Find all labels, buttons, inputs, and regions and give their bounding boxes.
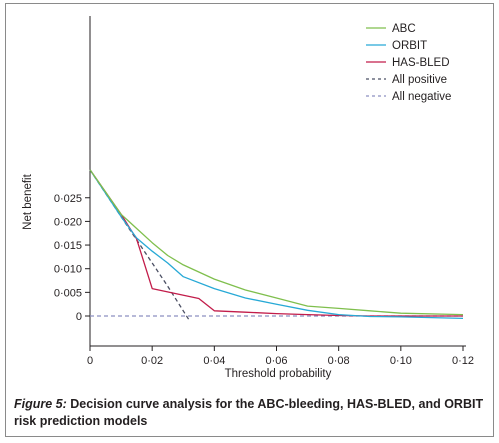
legend-label-all-negative: All negative <box>392 91 451 103</box>
x-tick-label: 0·08 <box>328 355 350 367</box>
chart-legend: ABC ORBIT HAS-BLED All positive All negative <box>366 23 451 103</box>
y-tick-label: 0·015 <box>54 240 82 252</box>
x-tick-label: 0 <box>87 355 93 367</box>
y-tick-label: 0·025 <box>54 193 82 205</box>
legend-label-orbit: ORBIT <box>392 40 427 52</box>
y-tick-label: 0·020 <box>54 216 82 228</box>
legend-label-all-positive: All positive <box>392 74 447 86</box>
x-tick-label: 0·06 <box>265 355 287 367</box>
legend-label-abc: ABC <box>392 23 416 35</box>
figure-panel: 0 0·005 0·010 0·015 0·020 0·025 0 0·02 0·04 0·06 0… <box>5 3 494 437</box>
figure-caption-text: Decision curve analysis for the ABC-blee… <box>14 397 484 428</box>
x-axis-label: Threshold probability <box>225 368 332 380</box>
figure-caption-label: Figure 5: <box>14 397 67 411</box>
y-axis-label: Net benefit <box>22 173 34 229</box>
chart-series <box>89 169 464 322</box>
series-line-abc <box>89 169 464 316</box>
figure-caption: Figure 5: Decision curve analysis for th… <box>14 396 484 430</box>
x-tick-label: 0·02 <box>141 355 163 367</box>
x-tick-label: 0·12 <box>452 355 474 367</box>
y-tick-label: 0·010 <box>54 264 82 276</box>
series-line-orbit <box>89 169 464 320</box>
y-tick-label: 0 <box>76 311 82 323</box>
x-tick-label: 0·04 <box>203 355 225 367</box>
legend-label-has-bled: HAS-BLED <box>392 57 450 69</box>
series-line-has-bled <box>89 169 463 317</box>
x-tick-label: 0·10 <box>390 355 412 367</box>
chart-axes: 0 0·005 0·010 0·015 0·020 0·025 0 0·02 0·04 0·06 0… <box>54 16 474 367</box>
decision-curve-chart: 0 0·005 0·010 0·015 0·020 0·025 0 0·02 0·04 0·06 0… <box>22 16 474 380</box>
y-tick-label: 0·005 <box>54 287 82 299</box>
